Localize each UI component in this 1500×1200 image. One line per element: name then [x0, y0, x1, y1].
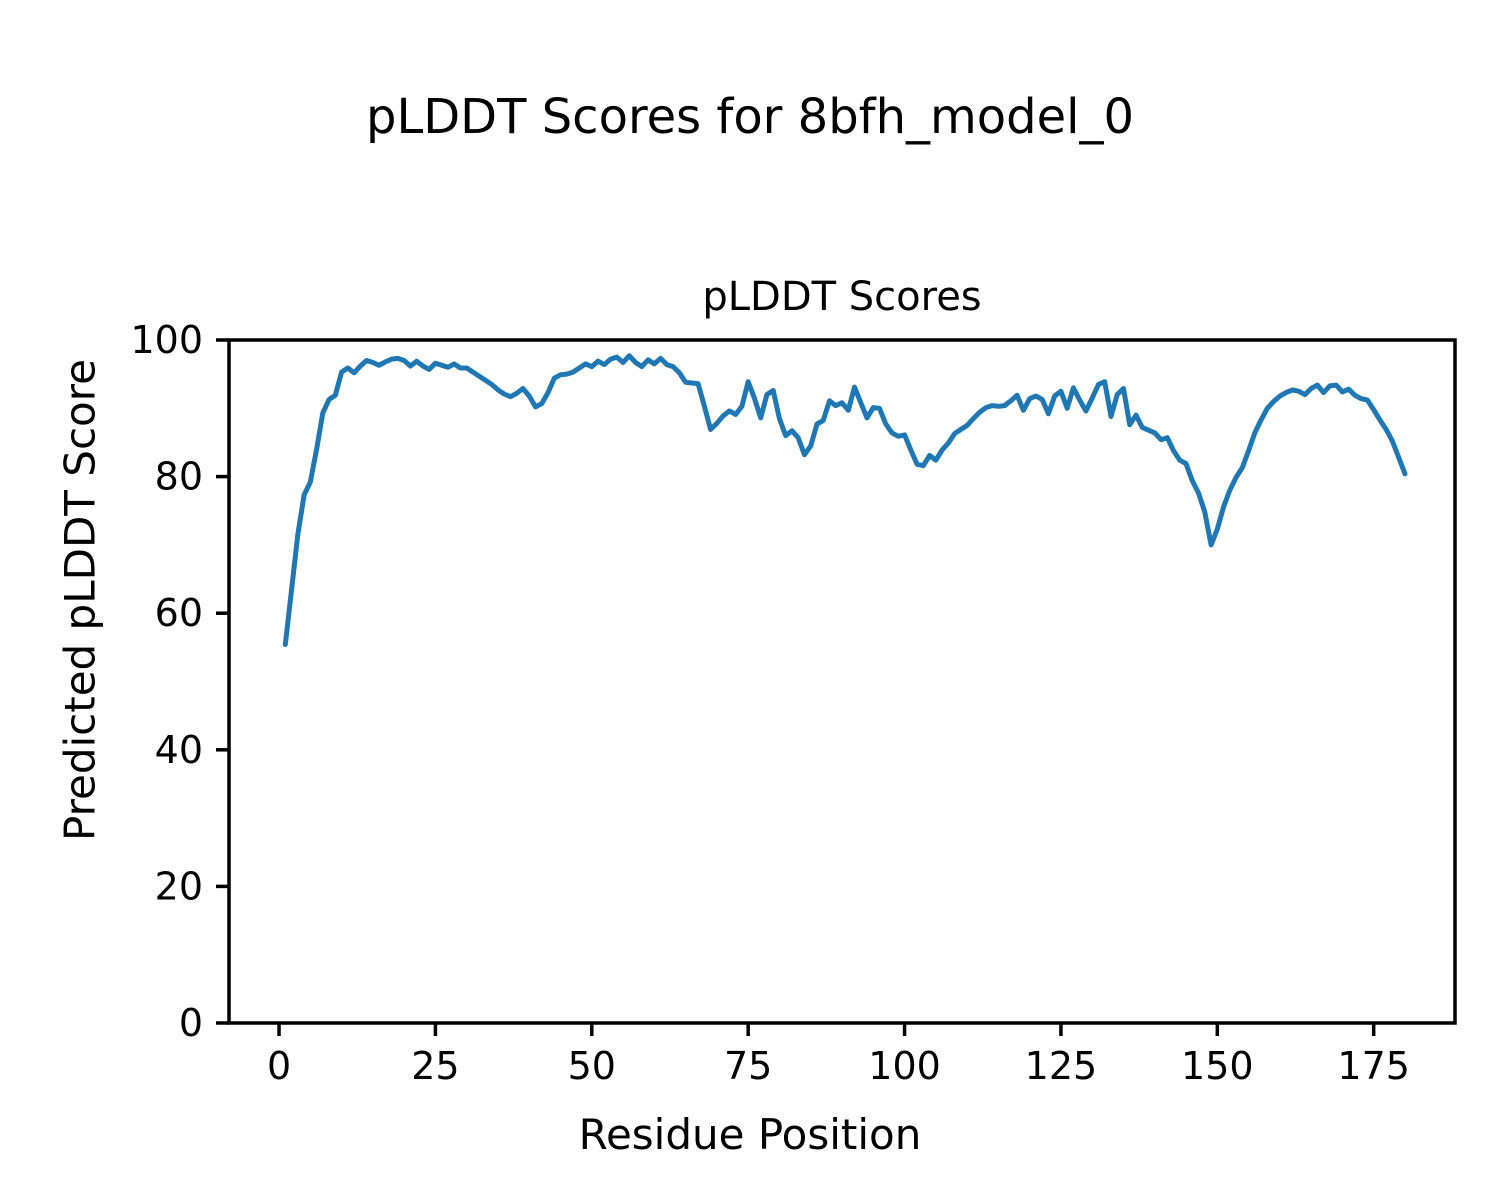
y-tick-label: 20 [155, 864, 203, 908]
y-tick-label: 0 [179, 1001, 203, 1045]
x-tick-label: 175 [1337, 1044, 1410, 1088]
x-tick-label: 150 [1181, 1044, 1254, 1088]
x-tick-label: 75 [724, 1044, 772, 1088]
y-tick-label: 60 [155, 591, 203, 635]
x-tick-label: 125 [1025, 1044, 1098, 1088]
plddt-line [282, 353, 1408, 648]
axes-title: pLDDT Scores [702, 274, 982, 320]
y-tick-label: 40 [155, 728, 203, 772]
figure-title: pLDDT Scores for 8bfh_model_0 [366, 89, 1134, 145]
x-tick-label: 100 [868, 1044, 941, 1088]
x-tick-label: 0 [267, 1044, 291, 1088]
x-tick-label: 25 [411, 1044, 459, 1088]
plot-spines [227, 338, 1457, 1025]
x-axis-label: Residue Position [578, 1110, 922, 1159]
x-tick-label: 50 [568, 1044, 616, 1088]
y-tick-label: 100 [130, 318, 203, 362]
y-tick-label: 80 [155, 455, 203, 499]
y-axis-label: Predicted pLDDT Score [55, 359, 105, 841]
